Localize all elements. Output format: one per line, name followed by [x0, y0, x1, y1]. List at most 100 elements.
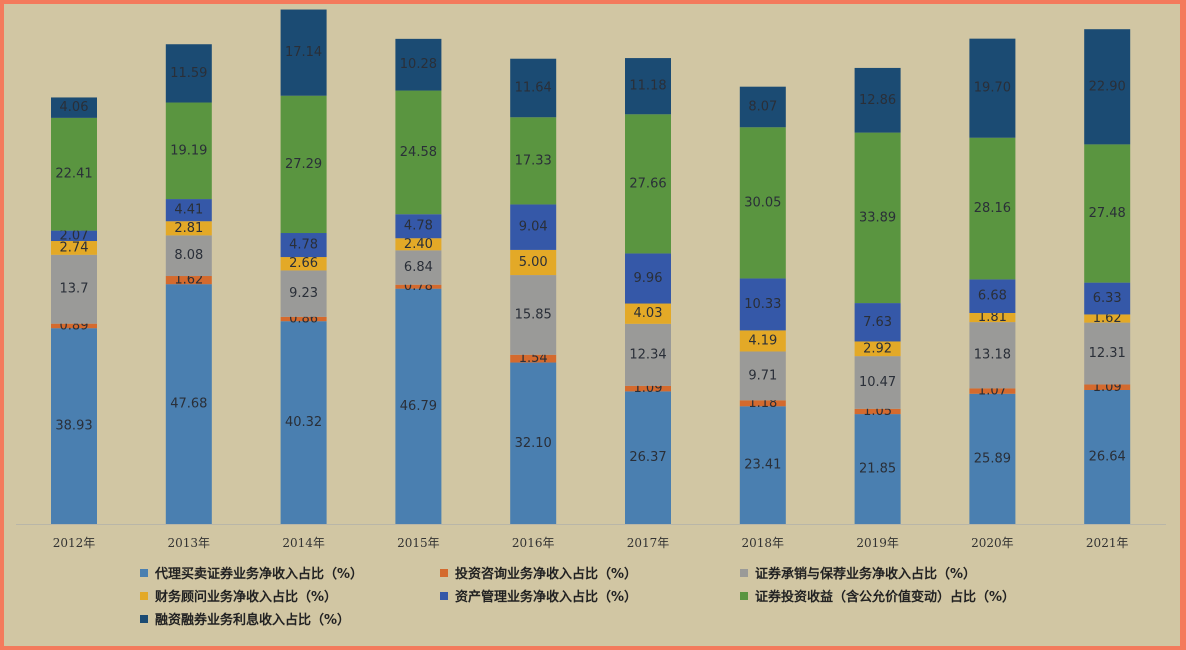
- bar-segment: [625, 253, 671, 304]
- bar-segment: [1084, 314, 1131, 323]
- legend-swatch: [740, 568, 748, 577]
- bar-segment: [165, 284, 212, 524]
- legend-swatch: [140, 591, 148, 600]
- data-label: 30.05: [744, 195, 781, 210]
- data-label: 8.07: [748, 99, 777, 114]
- bar-segment: [510, 58, 557, 118]
- data-label: 17.14: [285, 45, 322, 60]
- bar-segment: [739, 278, 786, 331]
- data-label: 24.58: [400, 145, 437, 160]
- legend-swatch: [440, 568, 448, 577]
- data-label: 6.68: [978, 289, 1007, 304]
- data-label: 2.74: [60, 240, 89, 255]
- bar-segment: [854, 132, 901, 304]
- legend-swatch: [140, 568, 148, 577]
- bar-segment: [739, 86, 786, 128]
- bar-segment: [739, 330, 786, 352]
- bar-segment: [854, 408, 901, 415]
- data-label: 2.07: [60, 228, 89, 243]
- x-tick-label: 2013年: [168, 536, 211, 550]
- bar-segment: [625, 58, 671, 115]
- legend-label: 代理买卖证券业务净收入占比（%）: [155, 567, 364, 582]
- bar-segment: [1084, 144, 1131, 283]
- bar-segment: [969, 38, 1016, 138]
- data-label: 26.37: [629, 450, 666, 465]
- bar-segment: [51, 328, 97, 524]
- bar-segment: [165, 199, 212, 222]
- legend-swatch: [740, 591, 748, 600]
- data-label: 19.19: [170, 143, 207, 158]
- bar-segment: [280, 233, 327, 258]
- bar-segment: [969, 279, 1016, 313]
- chart-legend: 代理买卖证券业务净收入占比（%） 投资咨询业务净收入占比（%） 证券承销与保荐业务净…: [140, 563, 1140, 628]
- bar-segment: [854, 414, 901, 524]
- bar-segment: [969, 322, 1016, 389]
- bar-segment: [51, 254, 97, 324]
- bar-segment: [1084, 282, 1131, 315]
- legend-item: 代理买卖证券业务净收入占比（%）: [140, 563, 440, 582]
- bar-segment: [854, 303, 901, 342]
- data-label: 4.06: [60, 100, 89, 115]
- data-label: 27.48: [1089, 206, 1126, 221]
- data-label: 13.18: [974, 348, 1011, 363]
- data-label: 4.78: [404, 219, 433, 234]
- bar-segment: [854, 341, 901, 357]
- bar-segment: [51, 230, 97, 242]
- bar-segment: [280, 321, 327, 524]
- data-label: 25.89: [974, 451, 1011, 466]
- bar-segment: [280, 316, 327, 322]
- data-label: 4.19: [748, 333, 777, 348]
- legend-item: 财务顾问业务净收入占比（%）: [140, 586, 440, 605]
- bar-segment: [165, 44, 212, 103]
- bar-segment: [395, 238, 442, 251]
- legend-label: 投资咨询业务净收入占比（%）: [455, 567, 638, 582]
- bar-segment: [165, 221, 212, 236]
- data-label: 11.18: [629, 79, 666, 94]
- bar-segment: [969, 388, 1016, 394]
- data-label: 27.66: [629, 176, 666, 191]
- data-label: 2.66: [289, 256, 318, 271]
- data-label: 40.32: [285, 415, 322, 430]
- bar-segment: [280, 257, 327, 271]
- bar-segment: [739, 406, 786, 524]
- bar-segment: [395, 214, 442, 239]
- bar-segment: [280, 95, 327, 234]
- bar-segment: [395, 38, 442, 91]
- bar-segment: [625, 391, 671, 524]
- legend-item: 投资咨询业务净收入占比（%）: [440, 563, 740, 582]
- bar-segment: [280, 9, 327, 96]
- bar-segment: [51, 97, 97, 118]
- legend-label: 资产管理业务净收入占比（%）: [455, 590, 638, 605]
- data-label: 21.85: [859, 462, 896, 477]
- x-tick-label: 2012年: [53, 536, 96, 550]
- bar-segment: [739, 400, 786, 407]
- bar-segment: [854, 356, 901, 409]
- bar-segment: [854, 67, 901, 133]
- data-label: 22.41: [55, 167, 92, 182]
- data-label: 13.7: [60, 282, 89, 297]
- data-label: 1.62: [1093, 311, 1122, 326]
- bar-segment: [510, 362, 557, 524]
- legend-label: 证券投资收益（含公允价值变动）占比（%）: [755, 590, 1016, 605]
- data-label: 4.03: [634, 306, 663, 321]
- bar-segment: [625, 303, 671, 324]
- data-label: 9.23: [289, 286, 318, 301]
- data-label: 8.08: [174, 248, 203, 263]
- stacked-bar-chart: 38.930.8913.72.742.0722.414.062012年47.68…: [16, 9, 1166, 550]
- legend-label: 证券承销与保荐业务净收入占比（%）: [755, 567, 977, 582]
- data-label: 6.33: [1093, 291, 1122, 306]
- bar-segment: [510, 249, 557, 276]
- data-label: 26.64: [1089, 450, 1126, 465]
- bar-segment: [51, 323, 97, 329]
- data-label: 15.85: [515, 307, 552, 322]
- data-label: 12.34: [629, 347, 666, 362]
- legend-item: 证券承销与保荐业务净收入占比（%）: [740, 563, 1060, 582]
- bar-segment: [1084, 29, 1131, 145]
- x-tick-label: 2018年: [742, 536, 785, 550]
- bar-segment: [395, 284, 442, 289]
- data-label: 5.00: [519, 255, 548, 270]
- data-label: 7.63: [863, 315, 892, 330]
- data-label: 47.68: [170, 397, 207, 412]
- data-label: 9.71: [748, 368, 777, 383]
- x-tick-label: 2020年: [971, 536, 1014, 550]
